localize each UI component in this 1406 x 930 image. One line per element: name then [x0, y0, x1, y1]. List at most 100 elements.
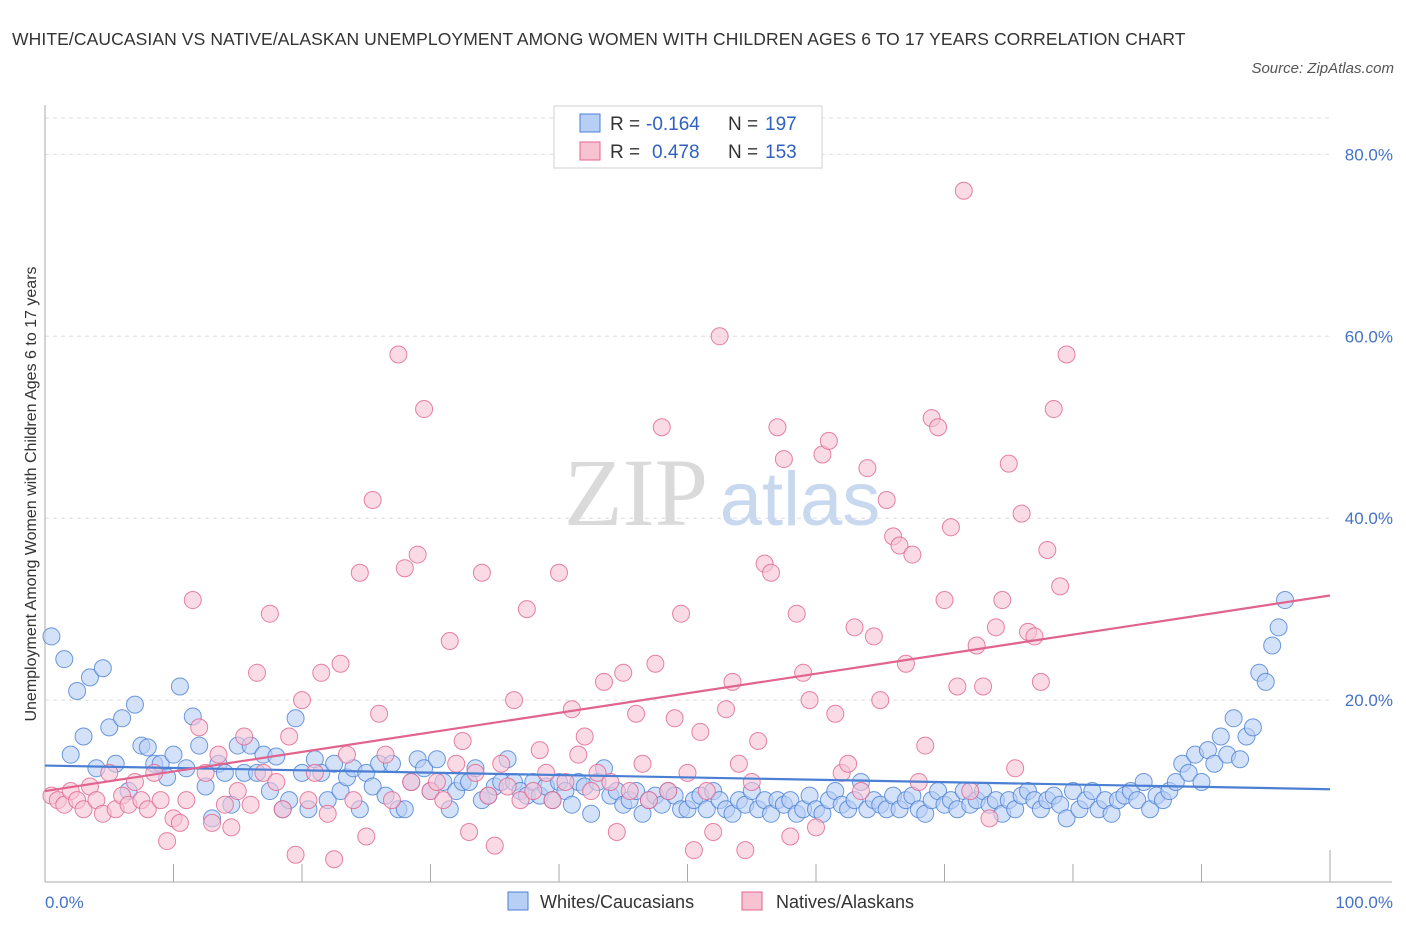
- natives-point: [1031, 672, 1050, 691]
- natives-point: [427, 772, 446, 791]
- natives-point: [550, 563, 568, 582]
- natives-point: [903, 545, 922, 564]
- natives-point: [594, 672, 613, 691]
- natives-point: [357, 827, 376, 846]
- natives-point: [839, 754, 858, 773]
- natives-point: [299, 791, 318, 810]
- natives-point: [363, 491, 382, 509]
- natives-trend-line: [44, 594, 1331, 793]
- natives-point: [974, 677, 993, 696]
- natives-point: [646, 654, 665, 673]
- x-tick-label: 100.0%: [1335, 893, 1393, 912]
- series-natives-points: [42, 181, 1076, 869]
- natives-point: [402, 772, 421, 791]
- natives-point: [267, 772, 286, 791]
- natives-point: [415, 400, 434, 419]
- whites-point: [93, 659, 112, 678]
- natives-point: [781, 827, 800, 846]
- natives-point: [293, 691, 311, 710]
- natives-point: [826, 704, 845, 723]
- natives-point: [633, 754, 652, 773]
- y-tick-labels: 20.0% 40.0% 60.0% 80.0%: [1345, 145, 1393, 710]
- natives-point: [1044, 400, 1063, 419]
- natives-point: [1038, 541, 1057, 560]
- trend-lines: [44, 594, 1331, 793]
- whites-trend-line: [44, 764, 1331, 791]
- natives-point: [228, 782, 247, 801]
- y-tick-label: 20.0%: [1345, 691, 1393, 710]
- natives-point: [659, 782, 678, 801]
- natives-point: [717, 700, 736, 719]
- natives-point: [993, 591, 1012, 610]
- natives-point: [794, 663, 813, 682]
- natives-point: [614, 663, 633, 682]
- natives-point: [672, 604, 691, 623]
- whites-point: [55, 650, 74, 669]
- whites-point: [138, 738, 157, 757]
- natives-point: [582, 782, 601, 801]
- natives-point: [177, 791, 196, 810]
- whites-point: [80, 668, 99, 687]
- whites-point: [395, 800, 414, 819]
- natives-point: [222, 818, 241, 837]
- natives-point: [241, 795, 260, 814]
- natives-point: [248, 663, 267, 682]
- whites-point: [363, 777, 382, 796]
- whites-point: [42, 627, 61, 646]
- bottom-legend-label-whites: Whites/Caucasians: [540, 892, 694, 912]
- natives-point: [318, 804, 337, 823]
- chart-title: WHITE/CAUCASIAN VS NATIVE/ALASKAN UNEMPL…: [12, 29, 1186, 49]
- natives-point: [627, 704, 646, 723]
- natives-point: [472, 563, 491, 582]
- whites-point: [125, 695, 144, 714]
- natives-point: [273, 800, 292, 819]
- natives-point: [389, 345, 408, 364]
- natives-point: [305, 763, 324, 782]
- whites-point: [113, 709, 132, 728]
- whites-point: [1276, 591, 1295, 610]
- natives-point: [286, 845, 305, 864]
- natives-point: [151, 791, 170, 810]
- natives-point: [1057, 345, 1076, 364]
- natives-point: [1051, 577, 1070, 596]
- whites-point: [68, 682, 87, 700]
- natives-point: [665, 709, 684, 728]
- whites-point: [562, 795, 581, 814]
- natives-point: [337, 745, 356, 764]
- whites-point: [1064, 782, 1082, 801]
- natives-point: [736, 841, 755, 860]
- natives-point: [74, 800, 93, 819]
- chart-source: Source: ZipAtlas.com: [1251, 60, 1394, 77]
- natives-point: [620, 782, 639, 801]
- natives-point: [485, 836, 504, 855]
- whites-point: [61, 745, 80, 764]
- natives-point: [929, 418, 948, 437]
- natives-point: [434, 791, 453, 810]
- natives-point: [986, 618, 1005, 637]
- natives-point: [967, 636, 986, 655]
- zipatlas-watermark: ZIP atlas: [564, 439, 880, 546]
- legend-n-label-natives: N =: [728, 142, 758, 163]
- x-tick-label: 0.0%: [45, 893, 84, 912]
- y-axis-label: Unemployment Among Women with Children A…: [23, 266, 40, 721]
- x-tick-labels: 0.0% 100.0%: [45, 893, 1393, 912]
- natives-point: [543, 791, 562, 810]
- natives-point: [537, 763, 556, 782]
- natives-point: [138, 800, 157, 819]
- natives-point: [408, 545, 427, 564]
- whites-point: [1205, 754, 1224, 773]
- natives-point: [858, 459, 877, 478]
- natives-point: [941, 518, 960, 537]
- natives-point: [260, 604, 279, 623]
- legend-n-value-natives: 153: [765, 142, 797, 163]
- natives-point: [447, 754, 466, 773]
- natives-point: [652, 418, 671, 437]
- natives-point: [209, 745, 228, 764]
- natives-point: [1006, 759, 1025, 778]
- y-tick-label: 40.0%: [1345, 509, 1393, 528]
- natives-point: [961, 782, 980, 801]
- legend-swatch-whites: [579, 113, 601, 133]
- natives-point: [331, 654, 350, 673]
- natives-point: [280, 727, 299, 746]
- natives-point: [479, 786, 498, 805]
